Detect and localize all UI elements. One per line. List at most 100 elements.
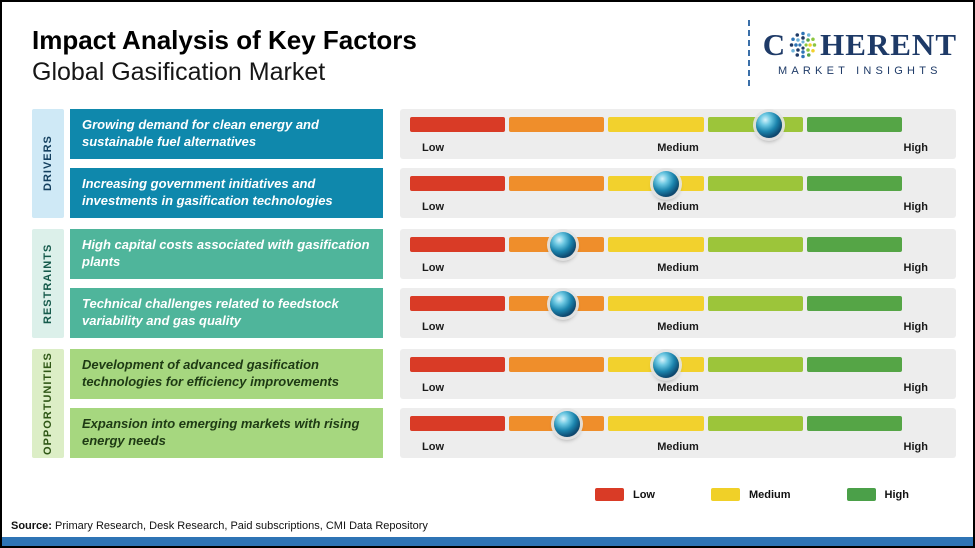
section-restraints: RESTRAINTS High capital costs associated… <box>32 229 956 338</box>
legend-swatch-low <box>594 488 624 501</box>
impact-marker <box>554 410 581 437</box>
section-rows: High capital costs associated with gasif… <box>70 229 956 338</box>
bar-segment <box>410 237 506 252</box>
logo-letters-rest: HERENT <box>820 27 957 62</box>
category-label: RESTRAINTS <box>32 229 64 338</box>
impact-bar-panel: Low Medium High <box>400 288 956 338</box>
tick-low: Low <box>422 382 444 394</box>
legend-label-low: Low <box>632 488 655 501</box>
impact-grid: DRIVERS Growing demand for clean energy … <box>32 109 956 458</box>
impact-bar-panel: Low Medium High <box>400 109 956 159</box>
tick-low: Low <box>422 262 444 274</box>
factor-row: Development of advanced gasification tec… <box>70 349 956 399</box>
impact-bar <box>410 231 903 258</box>
impact-marker <box>652 351 679 378</box>
header: Impact Analysis of Key Factors Global Ga… <box>32 24 417 88</box>
logo-wordmark: C HERENT <box>763 29 957 60</box>
legend-label-medium: Medium <box>748 488 791 501</box>
bar-segment <box>707 237 803 252</box>
legend-swatch-medium <box>710 488 740 501</box>
bar-segment <box>806 237 903 252</box>
impact-bar-panel: Low Medium High <box>400 168 956 218</box>
section-drivers: DRIVERS Growing demand for clean energy … <box>32 109 956 218</box>
bar-segment <box>608 237 704 252</box>
factor-text-box: Growing demand for clean energy and sust… <box>70 109 383 159</box>
impact-bar-panel: Low Medium High <box>400 408 956 458</box>
tick-high: High <box>903 441 928 453</box>
section-opportunities: OPPORTUNITIES Development of advanced ga… <box>32 349 956 458</box>
bar-segment <box>410 357 506 372</box>
factor-text: High capital costs associated with gasif… <box>82 237 370 269</box>
bar-segment <box>707 296 803 311</box>
bar-segment <box>410 117 506 132</box>
bar-segment <box>608 296 704 311</box>
impact-bar <box>410 111 903 138</box>
legend-item-high: High <box>846 488 909 501</box>
bar-segment <box>608 416 704 431</box>
tick-medium: Medium <box>657 382 699 394</box>
legend-item-low: Low <box>594 488 655 501</box>
tick-low: Low <box>422 321 444 333</box>
coherent-globe-icon <box>789 31 817 58</box>
bar-segment <box>806 176 903 191</box>
tick-high: High <box>903 262 928 274</box>
bar-segment <box>410 416 506 431</box>
bar-segment <box>707 357 803 372</box>
impact-bar <box>410 410 903 437</box>
factor-text-box: Expansion into emerging markets with ris… <box>70 408 383 458</box>
factor-row: Technical challenges related to feedstoc… <box>70 288 956 338</box>
tick-low: Low <box>422 441 444 453</box>
bar-segment <box>806 416 903 431</box>
page-subtitle: Global Gasification Market <box>32 57 326 86</box>
impact-marker <box>549 290 576 317</box>
bar-segment <box>608 117 704 132</box>
impact-marker <box>549 231 576 258</box>
tick-medium: Medium <box>657 441 699 453</box>
impact-bar <box>410 290 903 317</box>
page-title: Impact Analysis of Key Factors <box>32 25 417 55</box>
legend-item-medium: Medium <box>710 488 791 501</box>
impact-bar-panel: Low Medium High <box>400 229 956 279</box>
impact-bar-panel: Low Medium High <box>400 349 956 399</box>
bar-segment <box>806 357 903 372</box>
bar-segment <box>410 176 506 191</box>
bar-segment <box>509 117 605 132</box>
tick-high: High <box>903 321 928 333</box>
factor-text: Increasing government initiatives and in… <box>82 176 333 208</box>
factor-text: Growing demand for clean energy and sust… <box>82 117 319 149</box>
factor-row: High capital costs associated with gasif… <box>70 229 956 279</box>
logo-tagline: MARKET INSIGHTS <box>778 65 942 77</box>
legend-label-high: High <box>884 488 909 501</box>
factor-text: Technical challenges related to feedstoc… <box>82 296 339 328</box>
category-label: OPPORTUNITIES <box>32 349 64 458</box>
factor-text-box: Increasing government initiatives and in… <box>70 168 383 218</box>
logo-letter-c: C <box>762 27 787 62</box>
factor-row: Expansion into emerging markets with ris… <box>70 408 956 458</box>
tick-high: High <box>903 382 928 394</box>
bar-segment <box>509 176 605 191</box>
tick-medium: Medium <box>657 262 699 274</box>
tick-low: Low <box>422 201 444 213</box>
section-rows: Growing demand for clean energy and sust… <box>70 109 956 218</box>
factor-row: Growing demand for clean energy and sust… <box>70 109 956 159</box>
impact-bar <box>410 170 903 197</box>
legend-swatch-high <box>846 488 876 501</box>
factor-row: Increasing government initiatives and in… <box>70 168 956 218</box>
factor-text-box: Development of advanced gasification tec… <box>70 349 383 399</box>
bar-segment <box>707 416 803 431</box>
impact-marker <box>756 111 783 138</box>
impact-marker <box>652 170 679 197</box>
category-label: DRIVERS <box>32 109 64 218</box>
coherent-logo: C HERENT MARKET INSIGHTS <box>747 20 957 86</box>
impact-bar <box>410 351 903 378</box>
factor-text: Development of advanced gasification tec… <box>82 357 339 389</box>
bar-segment <box>509 357 605 372</box>
bar-segment <box>806 117 903 132</box>
bar-segment <box>410 296 506 311</box>
tick-low: Low <box>422 142 444 154</box>
bar-segment <box>806 296 903 311</box>
tick-high: High <box>903 142 928 154</box>
factor-text: Expansion into emerging markets with ris… <box>82 416 360 448</box>
footer-bar <box>2 537 973 546</box>
